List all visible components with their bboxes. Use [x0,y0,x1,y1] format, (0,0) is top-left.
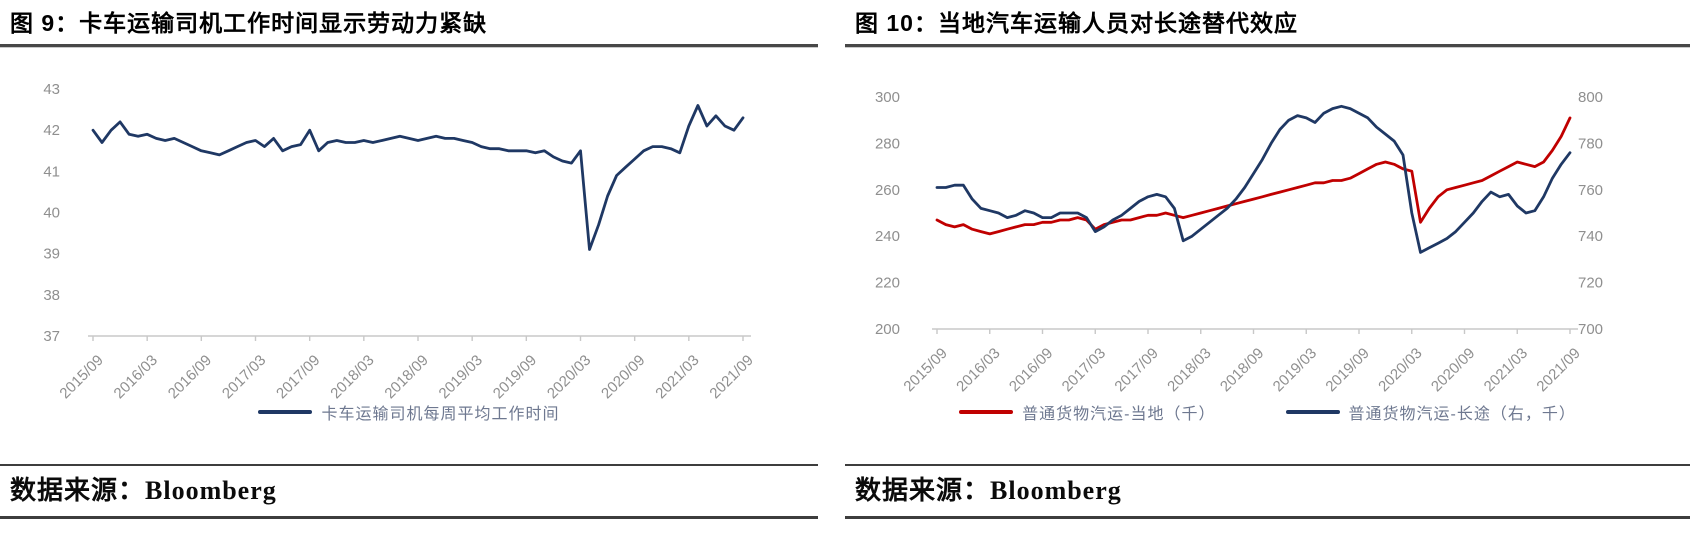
legend-item: 卡车运输司机每周平均工作时间 [258,400,559,424]
x-tick-label: 2020/03 [544,352,594,402]
legend-item: 普通货物汽运-当地（千） [959,400,1215,424]
x-tick-label: 2021/03 [652,352,702,402]
legend-label: 卡车运输司机每周平均工作时间 [321,406,560,423]
x-tick-label: 2019/03 [1270,345,1320,395]
y-tick-label: 300 [875,89,900,106]
x-tick-label: 2016/09 [165,352,215,402]
legend-label: 普通货物汽运-当地（千） [1022,406,1216,423]
x-tick-label: 2018/03 [1164,345,1214,395]
x-tick-label: 2020/09 [598,352,648,402]
figure-9-source-divider-top [0,464,818,466]
figure-9-source-text: 数据来源：Bloomberg [10,476,277,505]
y-tick-label: 220 [875,275,900,292]
figure-9-source-divider-bottom [0,516,818,519]
x-tick-label: 2020/09 [1428,345,1478,395]
y-tick-label: 700 [1578,321,1603,338]
series-line-0 [935,116,1572,236]
y-tick-label: 260 [875,182,900,199]
figure-9-title-divider [0,44,818,48]
y-tick-label: 720 [1578,275,1603,292]
y-tick-label: 800 [1578,89,1603,106]
y-tick-label: 780 [1578,135,1603,152]
y-tick-label: 37 [43,328,60,345]
figure-9-panel: 图 9：卡车运输司机工作时间显示劳动力紧缺 37 38 39 40 41 42 43 2015… [0,0,818,540]
figure-9-legend: 卡车运输司机每周平均工作时间 [0,400,818,424]
legend-label: 普通货物汽运-长途（右，千） [1348,406,1576,423]
x-tick-label: 2017/03 [219,352,269,402]
x-tick-label: 2017/03 [1059,345,1109,395]
figure-10-chart: 200 220 240 260 280 300 700 720 740 760 780 800 2015… [845,50,1690,407]
y-tick-label: 43 [43,81,60,98]
x-tick-label: 2019/03 [436,352,486,402]
figure-9-chart: 37 38 39 40 41 42 43 2015/09 2016/03 2016/09 2017/… [0,50,818,407]
legend-line-swatch [1285,410,1340,414]
x-tick-label: 2017/09 [273,352,323,402]
y-tick-label: 39 [43,246,60,263]
x-tick-label: 2021/09 [1533,345,1583,395]
y-tick-label: 200 [875,321,900,338]
x-tick-label: 2021/03 [1481,345,1531,395]
x-tick-label: 2018/09 [1217,345,1267,395]
x-tick-label: 2015/09 [900,345,950,395]
y-tick-label: 41 [43,163,60,180]
series-line-1 [935,104,1572,254]
x-tick-label: 2016/03 [111,352,161,402]
x-tick-label: 2019/09 [1322,345,1372,395]
y-tick-label: 42 [43,122,60,139]
x-tick-label: 2020/03 [1375,345,1425,395]
figure-9-title: 图 9：卡车运输司机工作时间显示劳动力紧缺 [10,10,488,36]
y-tick-label: 40 [43,205,60,222]
figure-10-source-divider-bottom [845,516,1690,519]
legend-line-swatch [959,410,1014,414]
x-tick-label: 2018/09 [381,352,431,402]
x-tick-label: 2018/03 [327,352,377,402]
series-line-0 [91,104,745,251]
chart-canvas: 200 220 240 260 280 300 700 720 740 760 780 800 2015… [875,89,1603,395]
figure-10-title: 图 10：当地汽车运输人员对长途替代效应 [855,10,1298,36]
x-tick-label: 2021/09 [706,352,756,402]
y-tick-label: 740 [1578,228,1603,245]
x-tick-label: 2017/09 [1111,345,1161,395]
figure-10-source-divider-top [845,464,1690,466]
x-tick-label: 2015/09 [56,352,106,402]
y-tick-label: 240 [875,228,900,245]
figure-10-legend: 普通货物汽运-当地（千） 普通货物汽运-长途（右，千） [845,400,1690,424]
figure-10-title-divider [845,44,1690,48]
x-tick-label: 2016/09 [1006,345,1056,395]
legend-line-swatch [258,410,313,414]
y-tick-label: 760 [1578,182,1603,199]
x-tick-label: 2016/03 [953,345,1003,395]
x-tick-label: 2019/09 [490,352,540,402]
figure-10-panel: 图 10：当地汽车运输人员对长途替代效应 200 220 240 260 280 300 7… [845,0,1690,540]
figure-10-source-text: 数据来源：Bloomberg [855,476,1122,505]
y-tick-label: 38 [43,287,60,304]
y-tick-label: 280 [875,135,900,152]
legend-item: 普通货物汽运-长途（右，千） [1285,400,1576,424]
